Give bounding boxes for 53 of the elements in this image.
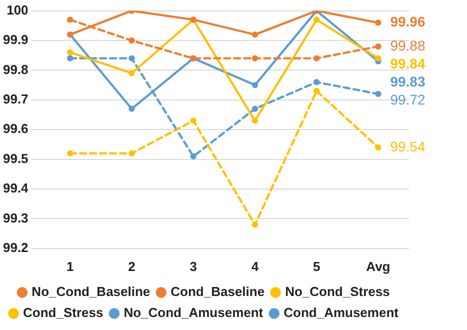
- y-tick-label: 99.3: [2, 210, 28, 226]
- point: [252, 31, 258, 38]
- point: [313, 55, 320, 62]
- x-tick-label: 4: [251, 258, 260, 274]
- y-tick-label: 99.4: [2, 180, 30, 196]
- y-tick-label: 99.5: [2, 150, 28, 166]
- y-tick-label: 99.6: [2, 121, 28, 136]
- legend-label: Cond_Baseline: [170, 284, 265, 300]
- data-label: 99.88: [390, 37, 426, 54]
- y-tick-label: 99.2: [2, 240, 28, 255]
- data-label: 99.54: [390, 138, 426, 154]
- point: [67, 150, 74, 156]
- point: [252, 106, 258, 112]
- x-tick-label: Avg: [366, 258, 390, 274]
- point: [252, 82, 258, 88]
- point: [128, 37, 135, 44]
- point: [128, 106, 135, 112]
- point: [252, 118, 258, 124]
- x-tick-label: 3: [190, 258, 197, 274]
- point: [375, 55, 382, 62]
- y-tick-label: 99.7: [2, 91, 28, 106]
- legend-label: No_Cond_Amusement: [124, 305, 264, 320]
- point: [128, 55, 135, 62]
- data-label: 99.84: [390, 55, 426, 72]
- point: [128, 70, 135, 76]
- y-tick-label: 100: [6, 2, 28, 18]
- point: [375, 144, 382, 151]
- point: [375, 90, 382, 98]
- x-tick-label: 2: [128, 258, 136, 274]
- point: [375, 20, 382, 26]
- data-label: 99.72: [390, 91, 426, 108]
- point: [252, 55, 258, 62]
- y-tick-label: 99.9: [2, 32, 28, 48]
- point: [190, 153, 196, 160]
- point: [375, 43, 382, 50]
- point: [252, 222, 258, 228]
- data-label: 99.96: [390, 14, 426, 30]
- point: [67, 49, 74, 56]
- point: [313, 88, 320, 94]
- legend-label: Cond_Stress: [23, 305, 104, 320]
- point: [67, 16, 74, 23]
- legend-label: Cond_Amusement: [284, 305, 400, 320]
- y-tick-label: 99.8: [2, 62, 28, 77]
- point: [67, 55, 74, 62]
- point: [313, 16, 320, 23]
- x-tick-label: 5: [312, 258, 320, 274]
- legend-label: No_Cond_Baseline: [32, 284, 150, 300]
- legend-label: No_Cond_Stress: [285, 284, 390, 300]
- point: [190, 118, 196, 124]
- point: [128, 150, 135, 156]
- data-label: 99.83: [390, 73, 426, 90]
- x-tick-label: 1: [66, 258, 74, 274]
- point: [313, 78, 320, 86]
